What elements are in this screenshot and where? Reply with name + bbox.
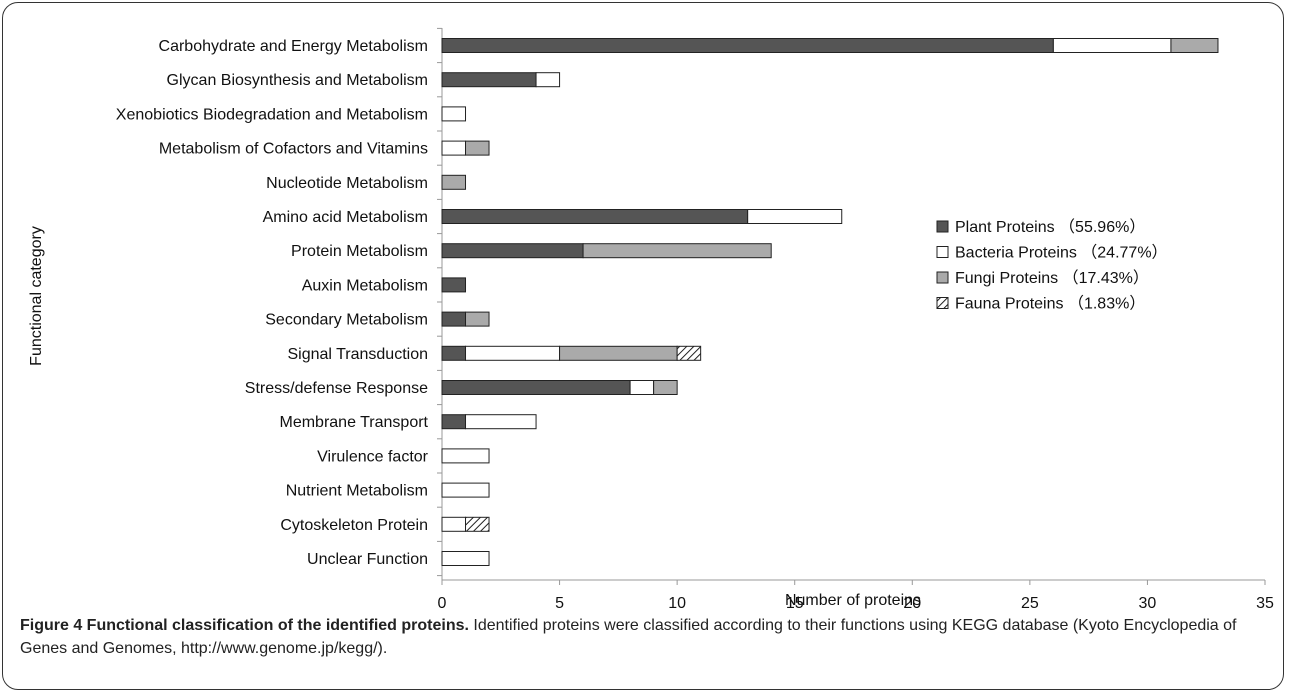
category-label: Carbohydrate and Energy Metabolism xyxy=(159,38,428,55)
category-label: Amino acid Metabolism xyxy=(263,209,428,226)
category-label: Protein Metabolism xyxy=(291,243,428,260)
category-label: Stress/defense Response xyxy=(245,380,428,397)
category-label: Virulence factor xyxy=(317,448,429,465)
bar-segment xyxy=(465,414,537,430)
x-tick-label: 10 xyxy=(668,595,686,610)
bar-segment xyxy=(1052,38,1172,53)
bar-segment xyxy=(441,380,631,395)
legend-label: Plant Proteins （55.96%） xyxy=(955,218,1145,236)
bar-segment xyxy=(441,209,749,224)
x-axis-title: Number of proteins xyxy=(785,592,921,609)
bar-segment xyxy=(582,243,772,259)
bar-segment xyxy=(747,209,843,224)
bar-segment xyxy=(535,72,561,88)
stacked-bar-chart: 0 5 10 15 20 25 30 35 Carbohydrate and Energy Me… xyxy=(28,27,1274,610)
bar-segment xyxy=(441,38,1054,53)
bar-segment xyxy=(441,311,467,327)
category-label: Membrane Transport xyxy=(279,414,428,431)
legend-swatch xyxy=(936,220,949,233)
y-axis-title: Functional category xyxy=(28,226,45,366)
legend-swatch xyxy=(936,246,949,258)
figure-caption: Figure 4 Functional classification of th… xyxy=(20,614,1275,660)
bar-segment xyxy=(441,482,490,498)
bar-segment xyxy=(441,277,467,293)
bar-segment xyxy=(465,345,561,361)
bar-segment xyxy=(441,72,537,88)
bar-segment xyxy=(441,414,467,430)
bar-segment xyxy=(441,140,467,156)
x-tick-label: 0 xyxy=(438,595,447,610)
bar-segment xyxy=(629,380,655,395)
category-label: Signal Transduction xyxy=(287,346,428,363)
category-label: Secondary Metabolism xyxy=(265,312,428,329)
legend-label: Fungi Proteins （17.43%） xyxy=(955,269,1149,287)
category-label: Glycan Biosynthesis and Metabolism xyxy=(167,72,428,89)
bar-segment xyxy=(441,551,490,566)
bar-segment xyxy=(465,140,490,156)
x-tick-label: 35 xyxy=(1256,595,1274,610)
bar-segment xyxy=(465,311,490,327)
bar-segment xyxy=(1170,38,1219,53)
bar-segment xyxy=(676,345,702,361)
category-label: Xenobiotics Biodegradation and Metabolis… xyxy=(116,106,428,123)
bar-segment xyxy=(441,516,467,532)
bar-segment xyxy=(465,516,490,532)
x-tick-label: 20 xyxy=(903,595,921,610)
category-label: Metabolism of Cofactors and Vitamins xyxy=(159,141,428,158)
legend-label: Bacteria Proteins （24.77%） xyxy=(955,244,1168,262)
bar-segment xyxy=(441,243,584,259)
bar-segment xyxy=(441,106,467,122)
legend-swatch xyxy=(936,271,949,284)
category-label: Unclear Function xyxy=(307,551,428,568)
x-tick-label: 15 xyxy=(786,595,804,610)
caption-text: Identified proteins were classified acco… xyxy=(20,617,1237,657)
caption-label: Figure 4 Functional classification of th… xyxy=(20,617,469,634)
category-label: Nutrient Metabolism xyxy=(286,483,428,500)
legend-label: Fauna Proteins （1.83%） xyxy=(955,295,1145,313)
category-label: Cytoskeleton Protein xyxy=(280,517,428,534)
x-tick-label: 25 xyxy=(1021,595,1039,610)
bar-segment xyxy=(559,345,678,361)
x-tick-label: 30 xyxy=(1139,595,1157,610)
x-tick-label: 5 xyxy=(555,595,564,610)
bar-segment xyxy=(441,448,490,464)
category-label: Auxin Metabolism xyxy=(302,277,428,294)
bar-segment xyxy=(653,380,678,395)
category-label: Nucleotide Metabolism xyxy=(266,175,428,192)
legend-swatch xyxy=(936,297,949,309)
bar-segment xyxy=(441,174,467,190)
bar-segment xyxy=(441,345,467,361)
